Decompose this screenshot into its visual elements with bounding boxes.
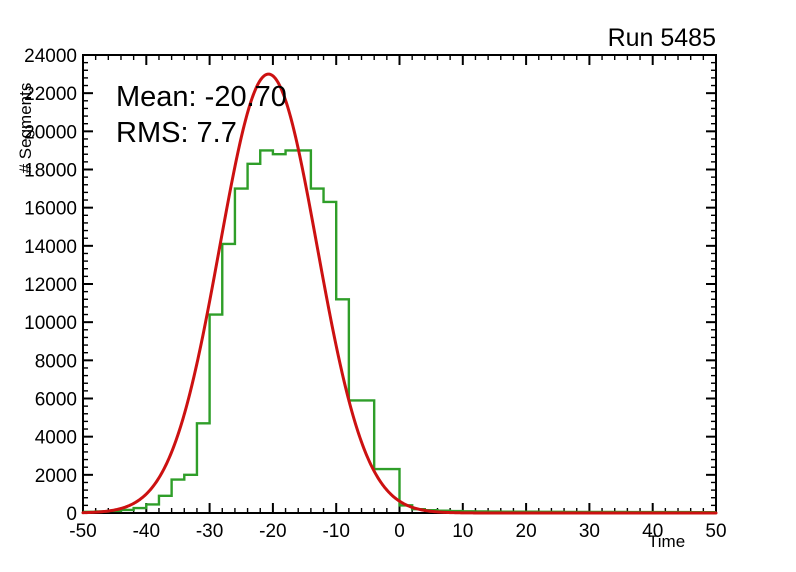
- statistics-box: Mean: -20.70 RMS: 7.7: [116, 80, 287, 152]
- axis-tick-labels: -50 -40 -30 -20 -10 0 10 20 30 40 50 0 2000 4000 6000 8…: [24, 46, 726, 542]
- svg-text:-50: -50: [69, 521, 96, 542]
- svg-text:0: 0: [394, 521, 405, 542]
- run-title: Run 5485: [607, 24, 716, 52]
- svg-text:0: 0: [66, 504, 77, 525]
- svg-text:10: 10: [452, 521, 473, 542]
- svg-text:30: 30: [579, 521, 600, 542]
- svg-text:14000: 14000: [24, 237, 77, 258]
- svg-text:-20: -20: [259, 521, 286, 542]
- svg-text:-10: -10: [322, 521, 349, 542]
- svg-text:8000: 8000: [35, 351, 77, 372]
- svg-text:40: 40: [642, 521, 663, 542]
- svg-text:16000: 16000: [24, 199, 77, 220]
- svg-text:10000: 10000: [24, 313, 77, 334]
- svg-text:2000: 2000: [35, 466, 77, 487]
- svg-text:-40: -40: [133, 521, 160, 542]
- svg-text:22000: 22000: [24, 84, 77, 105]
- svg-text:6000: 6000: [35, 390, 77, 411]
- gaussian-fit-curve: [81, 72, 718, 515]
- svg-text:4000: 4000: [35, 428, 77, 449]
- y-axis-title: # Segments: [16, 82, 35, 174]
- svg-text:18000: 18000: [24, 161, 77, 182]
- svg-text:24000: 24000: [24, 46, 77, 67]
- svg-text:-30: -30: [196, 521, 223, 542]
- histogram-step-curve: [83, 149, 716, 514]
- svg-text:20: 20: [516, 521, 537, 542]
- rms-stat: RMS: 7.7: [116, 116, 237, 149]
- svg-text:12000: 12000: [24, 275, 77, 296]
- svg-text:50: 50: [705, 521, 726, 542]
- axis-ticks: [82, 54, 717, 514]
- mean-stat: Mean: -20.70: [116, 81, 287, 113]
- svg-text:20000: 20000: [24, 122, 77, 143]
- x-axis-title: Time: [648, 532, 686, 551]
